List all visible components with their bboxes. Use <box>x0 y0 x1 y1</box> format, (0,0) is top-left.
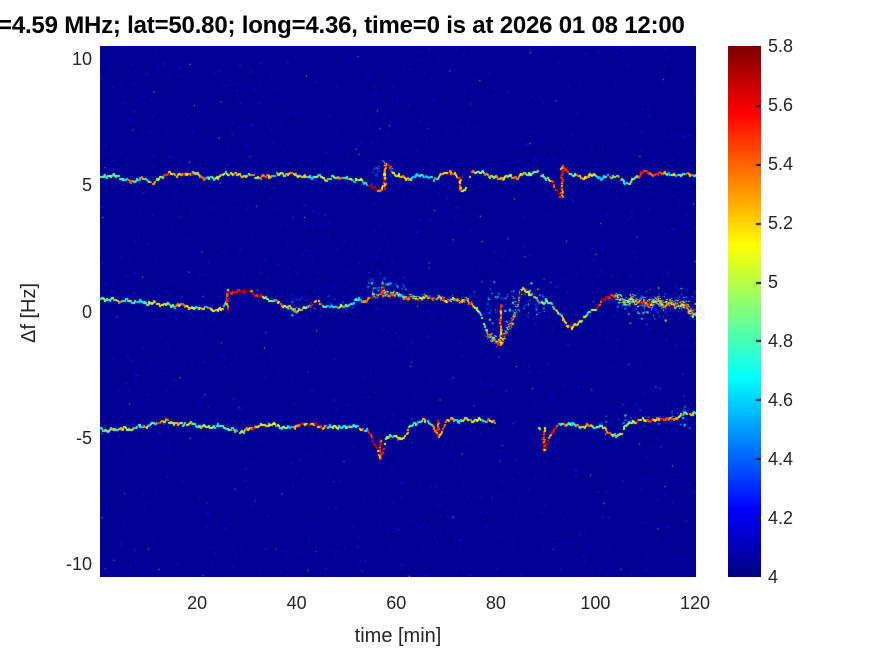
spectrogram-plot <box>100 46 696 577</box>
colorbar-tick-label: 4.2 <box>768 508 794 528</box>
x-tick-label: 60 <box>386 593 407 613</box>
colorbar-tick-label: 4.6 <box>768 390 794 410</box>
x-tick-label: 80 <box>485 593 506 613</box>
colorbar-tick-label: 5.4 <box>768 154 794 174</box>
colorbar <box>728 46 761 577</box>
y-tick-label: 10 <box>71 49 92 70</box>
y-tick-label: -10 <box>65 553 92 574</box>
y-tick-label: 5 <box>81 175 92 196</box>
x-tick-label: 100 <box>580 593 611 613</box>
colorbar-tick-label: 5.2 <box>768 213 794 233</box>
colorbar-tick-label: 5.8 <box>768 36 794 56</box>
colorbar-tick-label: 4 <box>768 567 779 587</box>
x-tick-label: 20 <box>187 593 208 613</box>
x-tick-label: 120 <box>679 593 711 613</box>
y-axis-label: Δf [Hz] <box>18 282 40 344</box>
x-tick-label: 40 <box>286 593 307 613</box>
colorbar-tick-label: 5.6 <box>768 95 794 115</box>
plot-title: =4.59 MHz; lat=50.80; long=4.36, time=0 … <box>0 12 685 39</box>
x-axis-label: time [min] <box>354 625 442 647</box>
colorbar-tick-label: 5 <box>768 272 779 292</box>
colorbar-tick-label: 4.8 <box>768 331 794 351</box>
y-tick-label: -5 <box>75 427 92 448</box>
colorbar-tick-label: 4.4 <box>768 449 794 469</box>
y-tick-label: 0 <box>81 301 92 322</box>
